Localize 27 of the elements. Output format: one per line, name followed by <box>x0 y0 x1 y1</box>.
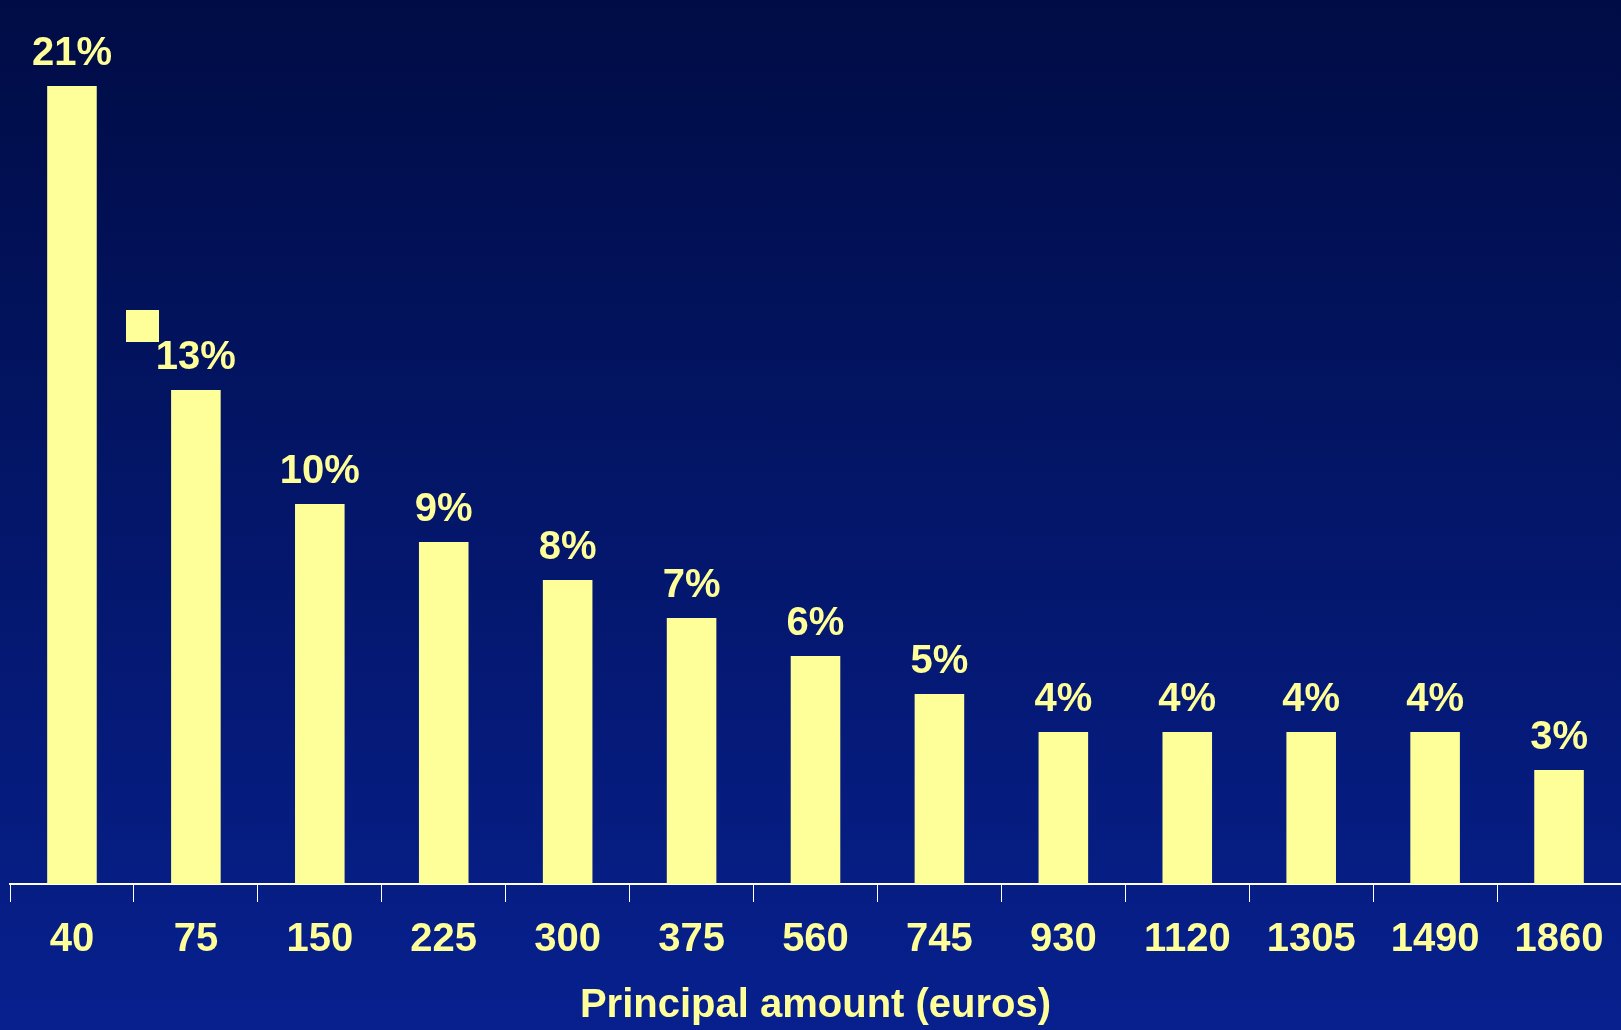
data-label: 10% <box>279 447 360 492</box>
data-label: 8% <box>538 523 597 568</box>
x-tick-label: 745 <box>906 915 973 960</box>
x-tick-label: 1490 <box>1390 915 1480 960</box>
x-tick-label: 40 <box>49 915 95 960</box>
data-label: 21% <box>31 29 112 74</box>
data-label: 13% <box>155 333 236 378</box>
x-tick-label: 150 <box>286 915 354 960</box>
x-tick-label: 1120 <box>1143 915 1231 960</box>
x-axis-title: Principal amount (euros) <box>579 981 1052 1026</box>
x-tick-label: 300 <box>534 915 602 960</box>
x-tick-label: 75 <box>173 915 219 960</box>
data-label: 7% <box>662 561 721 606</box>
data-label: 3% <box>1530 713 1588 758</box>
data-label: 4% <box>1158 675 1217 720</box>
x-tick-label: 1305 <box>1266 915 1356 960</box>
x-tick-label: 930 <box>1029 915 1097 960</box>
x-tick-label: 375 <box>658 915 725 960</box>
data-label: 6% <box>786 599 845 644</box>
x-tick-label: 560 <box>782 915 849 960</box>
data-label: 4% <box>1282 675 1341 720</box>
data-label: 4% <box>1034 675 1093 720</box>
data-label: 5% <box>910 637 969 682</box>
x-tick-label: 225 <box>410 915 478 960</box>
data-label: 4% <box>1406 675 1465 720</box>
data-label: 9% <box>414 485 473 530</box>
x-tick-label: 1860 <box>1514 915 1604 960</box>
